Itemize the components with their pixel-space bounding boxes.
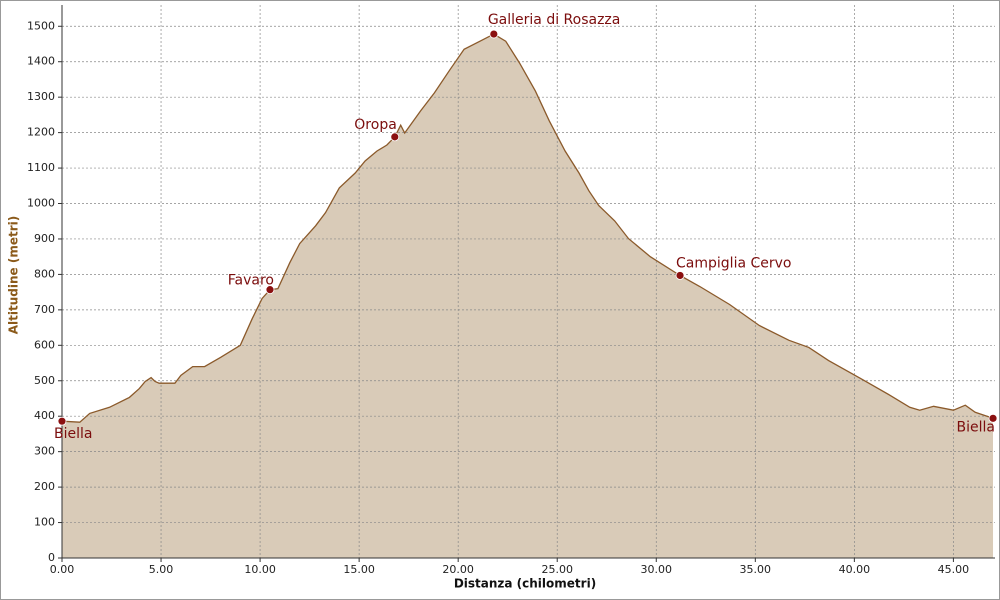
y-tick-label: 1000 — [27, 197, 55, 210]
y-tick-label: 100 — [34, 516, 55, 529]
x-tick-label: 20.00 — [442, 563, 474, 576]
y-tick-label: 1200 — [27, 126, 55, 139]
y-tick-label: 800 — [34, 267, 55, 280]
x-tick-label: 0.00 — [50, 563, 75, 576]
waypoint-label: Biella — [54, 426, 92, 442]
x-tick-label: 10.00 — [244, 563, 276, 576]
y-tick-label: 200 — [34, 480, 55, 493]
y-tick-label: 1100 — [27, 161, 55, 174]
y-tick-label: 700 — [34, 303, 55, 316]
y-tick-label: 1300 — [27, 90, 55, 103]
x-tick-label: 25.00 — [541, 563, 573, 576]
area-fill — [62, 34, 994, 559]
x-tick-label: 45.00 — [938, 563, 970, 576]
waypoint-marker — [390, 132, 400, 142]
x-axis-label: Distanza (chilometri) — [454, 577, 596, 591]
waypoint-marker — [675, 271, 685, 280]
x-tick-label: 5.00 — [149, 563, 174, 576]
y-axis-label: Altitudine (metri) — [7, 216, 21, 334]
y-tick-label: 900 — [34, 232, 55, 245]
waypoint-marker — [489, 29, 499, 39]
x-tick-label: 30.00 — [641, 563, 673, 576]
y-tick-label: 0 — [48, 551, 55, 564]
y-tick-label: 1400 — [27, 55, 55, 68]
y-tick-label: 400 — [34, 409, 55, 422]
y-tick-label: 500 — [34, 374, 55, 387]
waypoint-label: Favaro — [228, 273, 274, 289]
waypoint-marker — [988, 413, 998, 423]
y-tick-label: 600 — [34, 338, 55, 351]
waypoint-label: Galleria di Rosazza — [488, 12, 621, 28]
waypoint-label: Campiglia Cervo — [676, 255, 791, 271]
waypoint-label: Oropa — [354, 117, 397, 133]
waypoint-marker — [57, 416, 67, 426]
y-tick-label: 300 — [34, 445, 55, 458]
x-tick-label: 35.00 — [740, 563, 772, 576]
waypoint-label: Biella — [957, 419, 995, 435]
x-tick-label: 40.00 — [839, 563, 871, 576]
profile-line — [61, 33, 994, 423]
waypoint-marker — [265, 285, 275, 295]
x-tick-label: 15.00 — [343, 563, 375, 576]
y-tick-label: 1500 — [27, 19, 55, 32]
